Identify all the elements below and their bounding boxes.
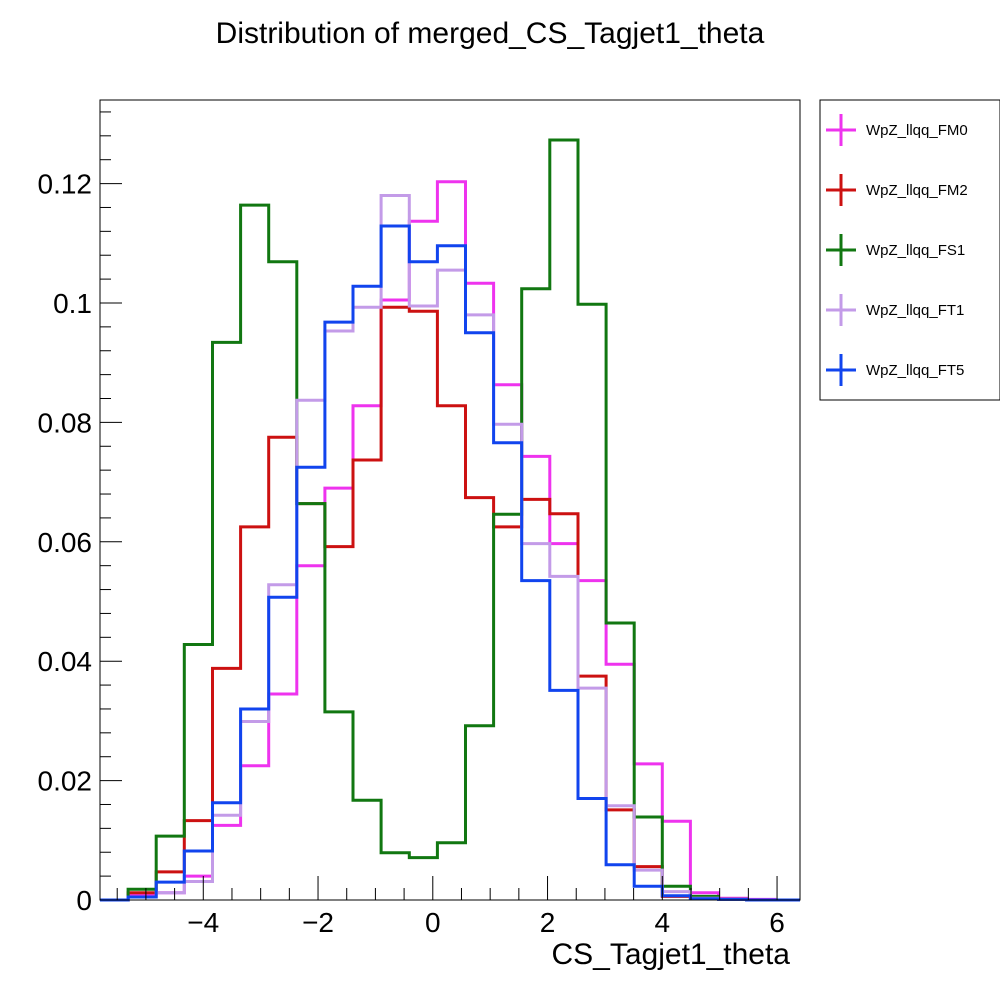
x-axis-title: CS_Tagjet1_theta: [551, 938, 790, 971]
legend: WpZ_llqq_FM0 WpZ_llqq_FM2 WpZ_llqq_FS1 WpZ_…: [819, 99, 1000, 401]
plot-area: [100, 138, 800, 902]
x-tick-label: −4: [187, 907, 219, 938]
y-tick-label: 0.06: [38, 527, 93, 558]
x-tick-label: −2: [302, 907, 334, 938]
x-tick-label: 0: [425, 907, 441, 938]
legend-label: WpZ_llqq_FM0: [866, 122, 968, 139]
chart-title: Distribution of merged_CS_Tagjet1_theta: [216, 17, 765, 50]
axes: 0 0.02 0.04 0.06 0.08 0.1 0.12 −4 −2 0 2 4 6: [38, 111, 785, 938]
series-line-WpZ_llqq_FS1: [100, 138, 800, 902]
x-tick-label: 2: [540, 907, 556, 938]
legend-label: WpZ_llqq_FT5: [866, 362, 964, 379]
legend-label: WpZ_llqq_FS1: [866, 242, 965, 259]
legend-label: WpZ_llqq_FM2: [866, 182, 968, 199]
legend-label: WpZ_llqq_FT1: [866, 302, 964, 319]
x-tick-label: 6: [769, 907, 785, 938]
y-tick-label: 0.1: [53, 288, 92, 319]
x-tick-label: 4: [655, 907, 671, 938]
plot-frame: [99, 99, 801, 901]
y-tick-label: 0.08: [38, 407, 93, 438]
y-tick-label: 0.04: [38, 646, 93, 677]
series-line-WpZ_llqq_FM0: [100, 180, 800, 902]
series-line-WpZ_llqq_FT1: [100, 194, 800, 902]
y-tick-label: 0.12: [38, 169, 93, 200]
series-line-WpZ_llqq_FT5: [100, 224, 800, 902]
y-tick-label: 0: [76, 885, 92, 916]
series-line-WpZ_llqq_FM2: [100, 305, 800, 902]
y-tick-label: 0.02: [38, 766, 93, 797]
